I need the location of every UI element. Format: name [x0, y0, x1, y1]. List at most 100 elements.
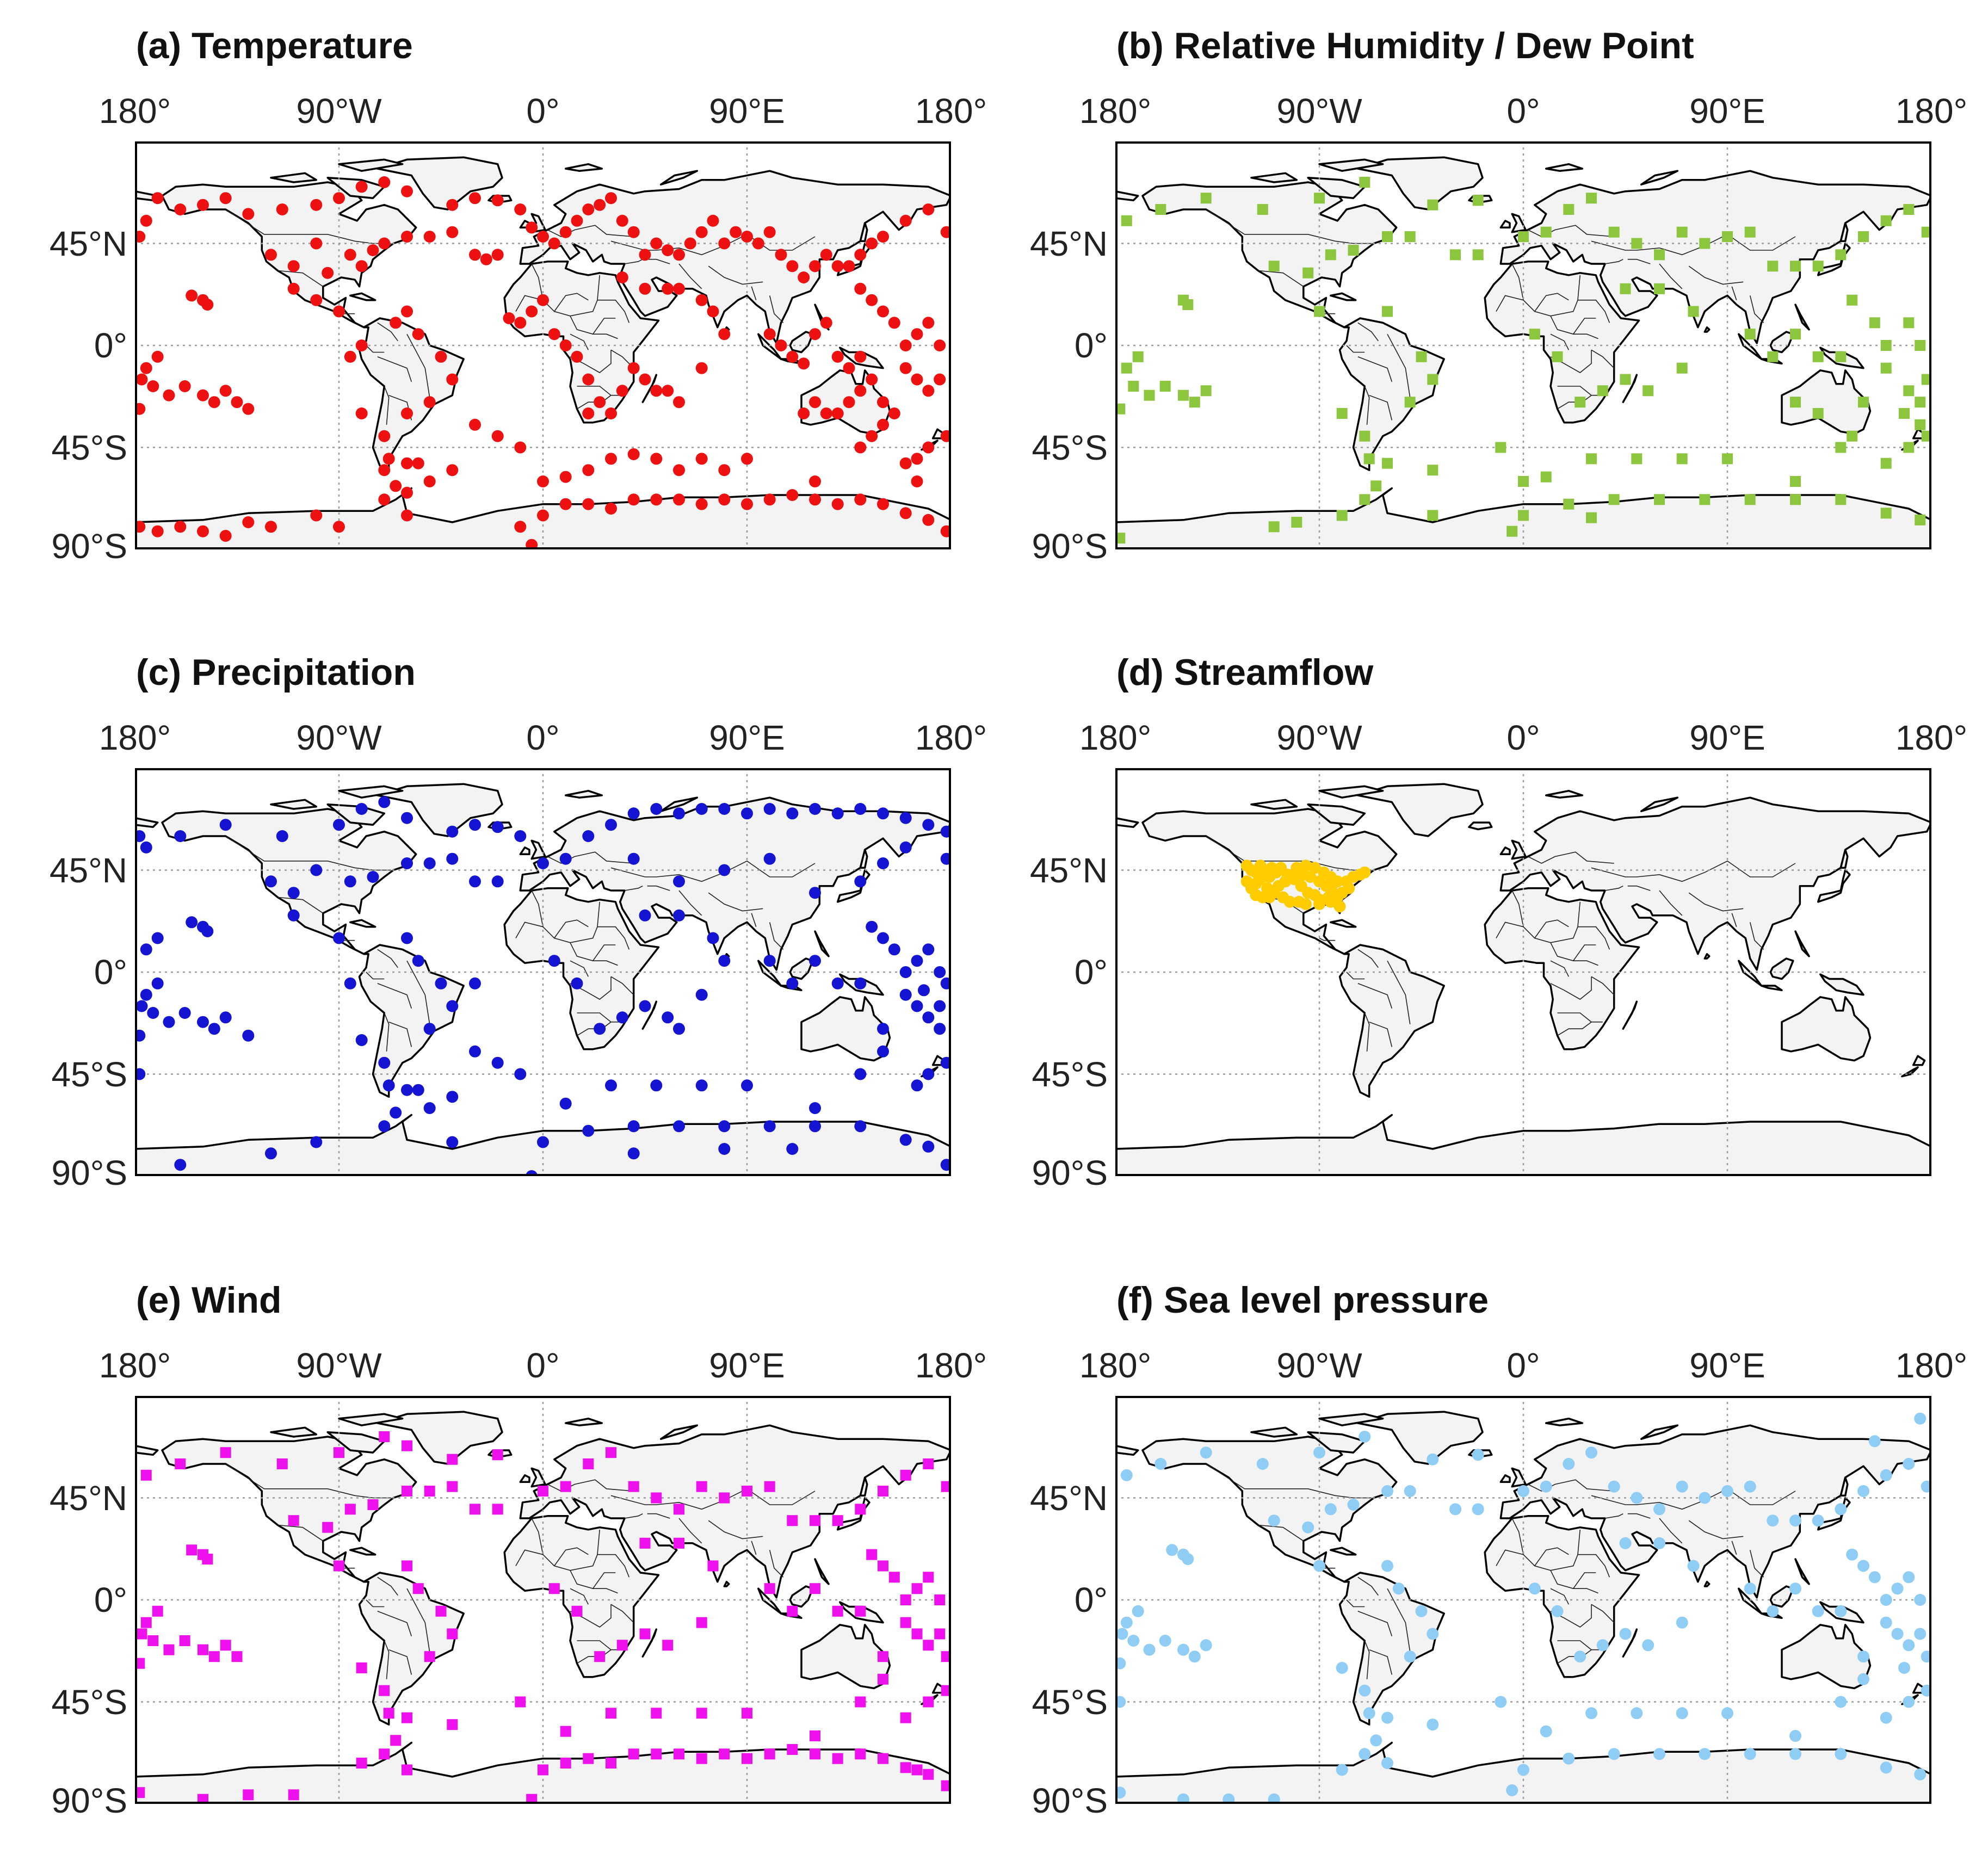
station-point — [1620, 374, 1631, 385]
station-point — [934, 1594, 946, 1605]
station-point — [201, 925, 214, 937]
station-point — [1880, 1711, 1892, 1724]
land-polygon — [270, 799, 318, 810]
land-layer — [1115, 1411, 1931, 1804]
country-border — [577, 386, 622, 396]
country-border — [377, 322, 398, 342]
station-point — [650, 385, 663, 397]
station-point — [1880, 1594, 1892, 1606]
station-point — [1159, 1635, 1171, 1647]
station-point — [809, 493, 821, 506]
land-polygon — [789, 1585, 814, 1608]
station-point — [197, 389, 209, 401]
station-point — [1597, 385, 1608, 397]
station-point — [854, 977, 867, 990]
station-point — [1812, 1605, 1824, 1617]
y-tick-label: 45°S — [51, 1682, 127, 1722]
land-polygon — [1338, 944, 1445, 1098]
country-border — [515, 1549, 544, 1566]
station-point — [231, 396, 243, 409]
land-polygon — [1307, 176, 1366, 199]
station-point — [526, 221, 538, 234]
station-point — [1676, 362, 1688, 374]
station-point — [1699, 494, 1711, 505]
land-polygon — [1781, 996, 1872, 1062]
station-point — [831, 498, 844, 510]
station-point — [855, 1605, 866, 1617]
station-point — [810, 1748, 820, 1760]
land-polygon — [1622, 1628, 1638, 1658]
country-border — [547, 851, 634, 864]
country-border — [1578, 1554, 1610, 1578]
land-polygon — [659, 170, 699, 186]
station-point — [878, 1673, 888, 1685]
station-point — [243, 1789, 254, 1801]
station-point — [446, 1136, 459, 1148]
station-point — [1115, 1657, 1126, 1670]
station-point — [265, 521, 277, 533]
station-point — [401, 305, 413, 318]
station-point — [1835, 1748, 1847, 1760]
station-point — [334, 1447, 344, 1458]
station-point — [447, 1719, 458, 1730]
station-point — [606, 1708, 616, 1719]
station-point — [899, 457, 912, 469]
station-point — [684, 237, 696, 250]
station-point — [627, 852, 640, 865]
station-point — [855, 1696, 866, 1708]
station-point — [163, 389, 175, 401]
station-point — [719, 1492, 730, 1504]
station-point — [1343, 882, 1355, 894]
station-point — [854, 441, 867, 454]
station-point — [674, 1748, 684, 1760]
station-point — [786, 260, 799, 273]
station-point — [197, 1794, 208, 1804]
station-point — [560, 1481, 571, 1492]
station-point — [559, 226, 572, 238]
station-point — [786, 1143, 799, 1155]
country-border — [1364, 1012, 1370, 1052]
station-point — [174, 521, 187, 533]
station-point — [899, 841, 912, 854]
station-point — [537, 475, 549, 487]
chart-title: (e) Wind — [136, 1279, 282, 1321]
station-point — [809, 328, 821, 341]
station-point — [152, 1605, 163, 1617]
station-point — [1132, 1605, 1144, 1617]
country-border — [1731, 913, 1737, 927]
station-point — [1721, 1707, 1733, 1720]
station-point — [276, 830, 288, 842]
station-point — [911, 1583, 923, 1594]
station-point — [1608, 1748, 1620, 1760]
y-tick-label: 0° — [94, 1580, 127, 1619]
station-point — [673, 249, 685, 261]
land-polygon — [641, 374, 658, 403]
station-point — [639, 909, 651, 922]
station-point — [401, 185, 413, 197]
y-tick-label: 90°S — [1032, 527, 1108, 566]
station-point — [1898, 1662, 1910, 1674]
station-point — [900, 1712, 911, 1723]
station-point — [334, 1560, 344, 1572]
station-point — [1921, 1684, 1931, 1697]
station-point — [1642, 1639, 1654, 1652]
station-point — [855, 1504, 866, 1515]
country-border — [678, 1518, 702, 1544]
station-point — [763, 328, 776, 341]
station-point — [140, 214, 152, 227]
station-point — [1325, 249, 1336, 261]
station-point — [695, 498, 708, 510]
country-border — [388, 1649, 412, 1675]
station-point — [379, 1431, 390, 1442]
station-point — [1835, 351, 1847, 362]
station-point — [1847, 294, 1858, 306]
country-border — [1357, 322, 1379, 342]
country-border — [647, 1513, 670, 1519]
station-point — [1381, 1485, 1393, 1497]
station-point — [809, 803, 821, 815]
station-point — [582, 830, 595, 842]
station-point — [1540, 1480, 1552, 1493]
station-point — [1404, 1650, 1416, 1663]
land-polygon — [1318, 785, 1384, 799]
station-point — [662, 1011, 674, 1024]
